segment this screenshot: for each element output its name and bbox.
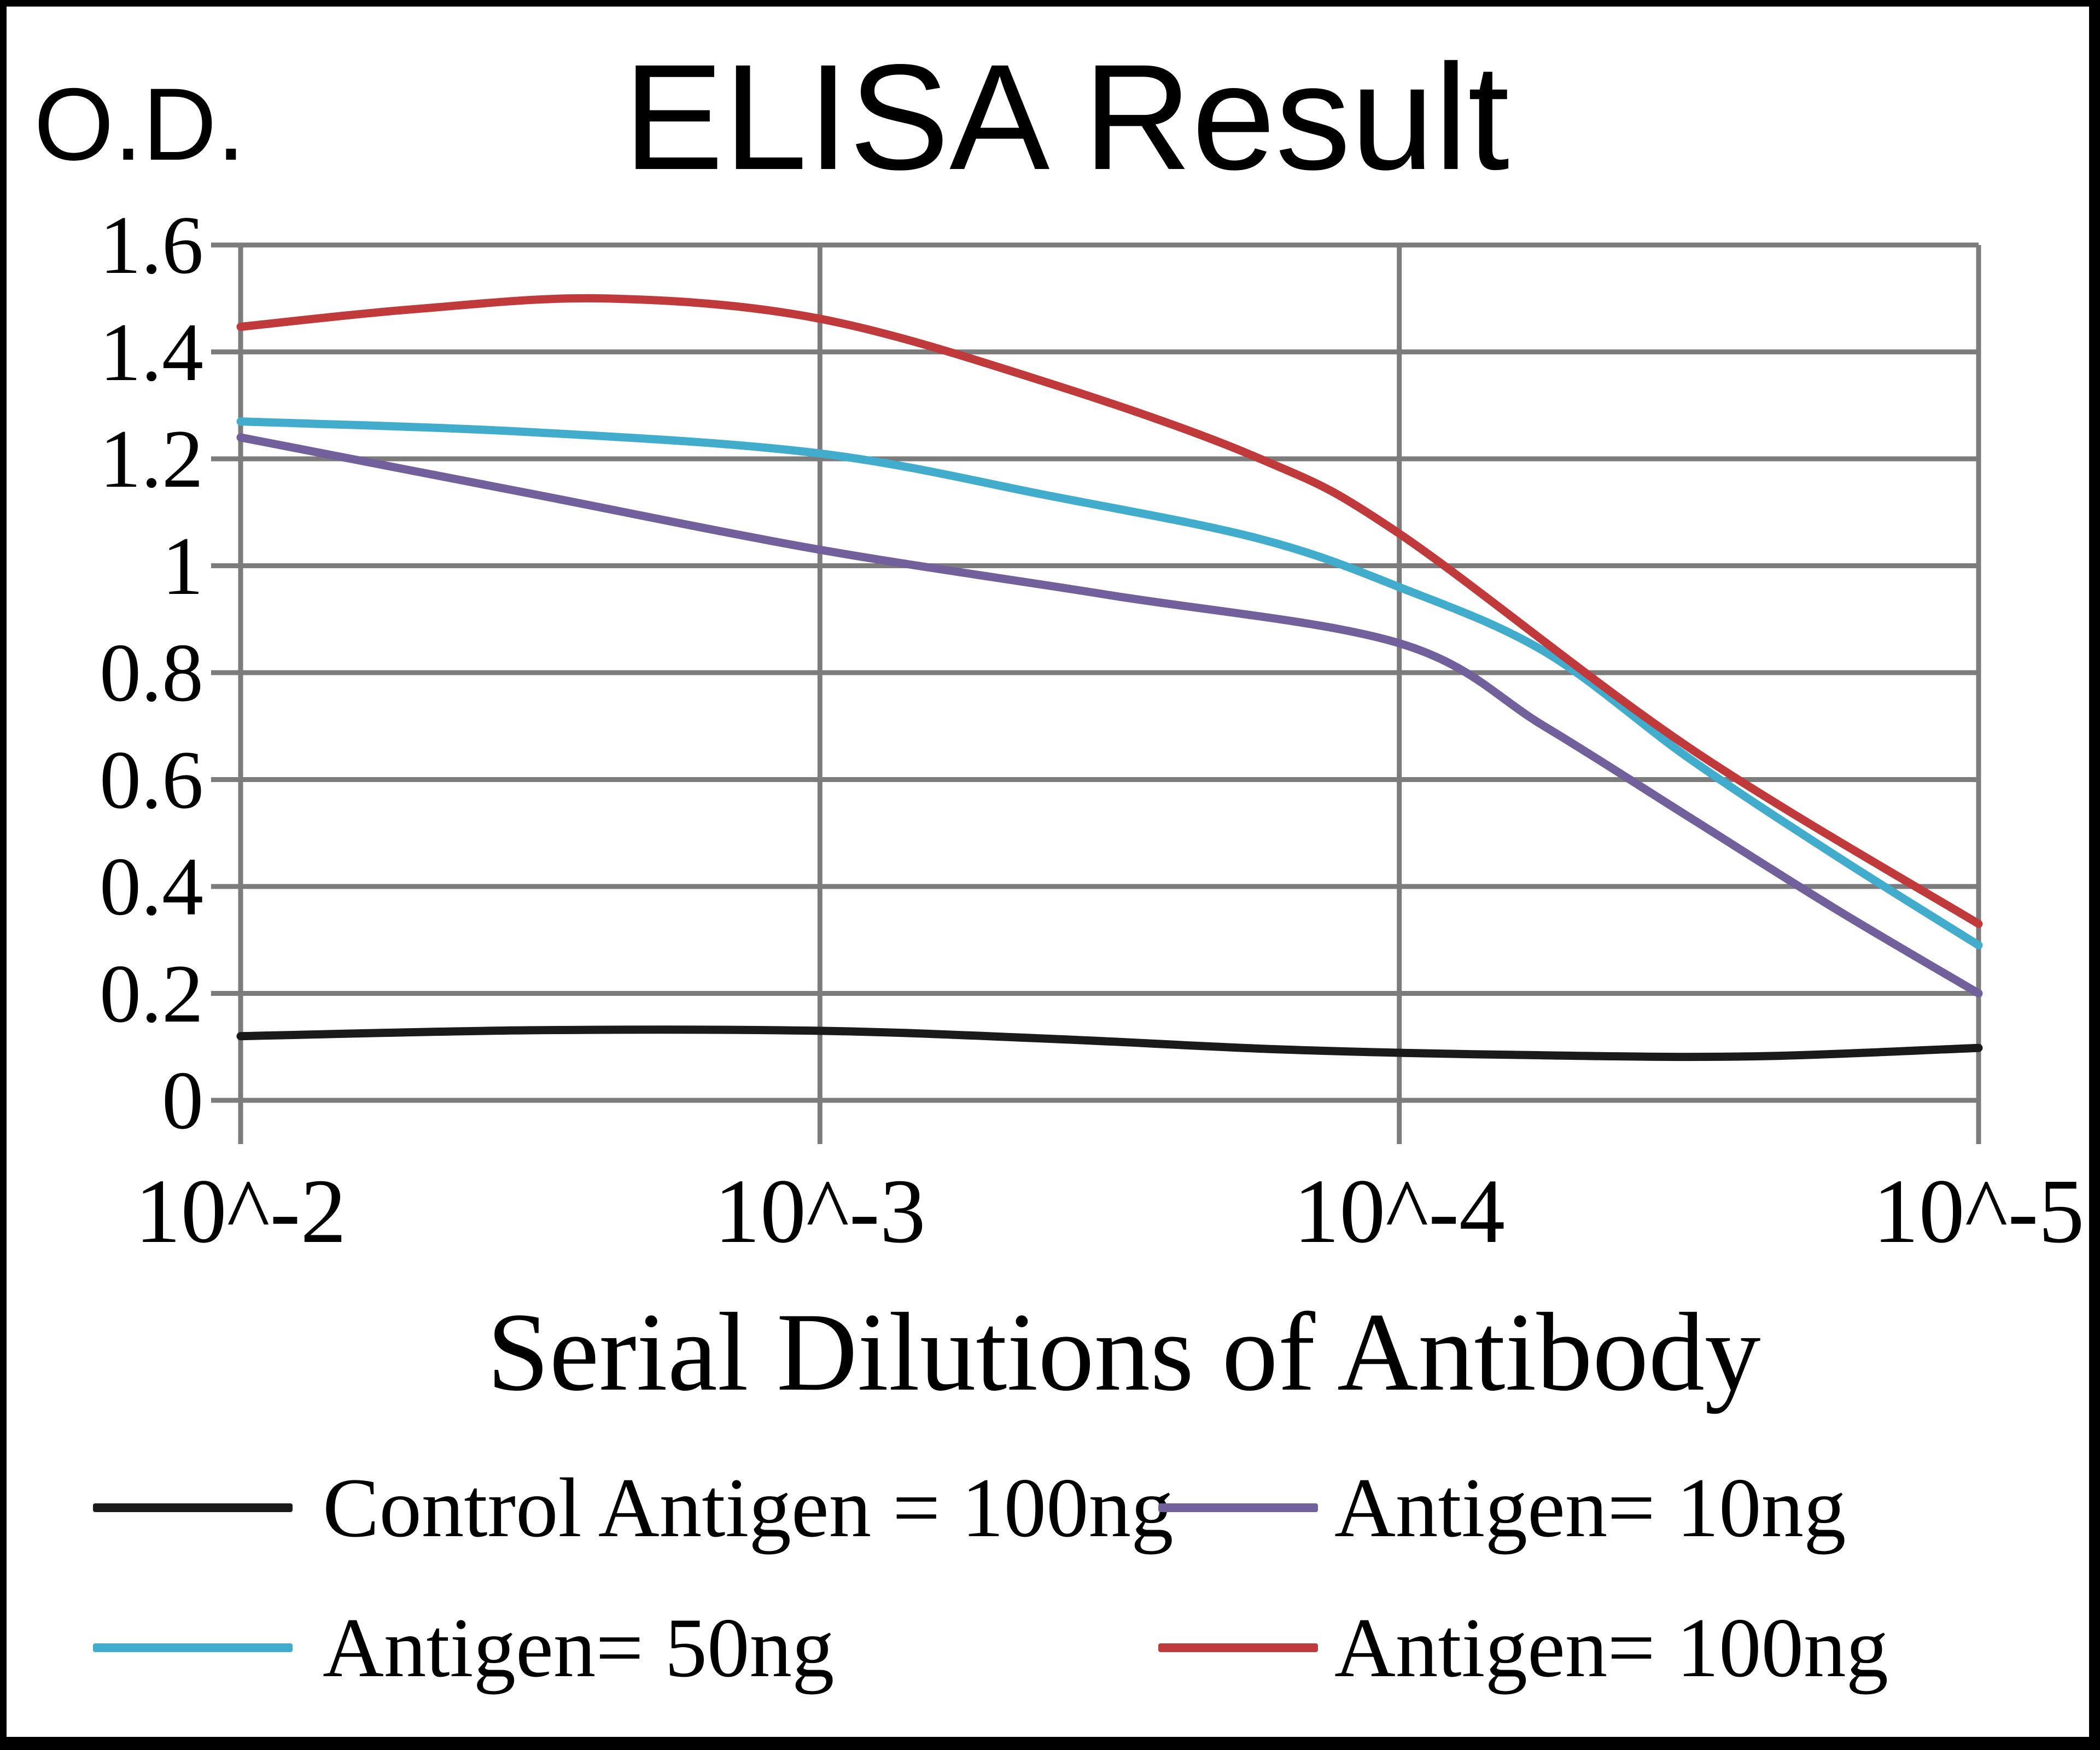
chart-title: ELISA Result <box>623 33 1510 201</box>
series-line-3 <box>236 294 1983 928</box>
x-axis-label: Serial Dilutions of Antibody <box>487 1290 1761 1414</box>
series-line-1 <box>236 433 1983 998</box>
series-line-2 <box>236 417 1983 949</box>
series-line-0 <box>236 1025 1983 1061</box>
y-axis-label: O.D. <box>34 67 246 182</box>
